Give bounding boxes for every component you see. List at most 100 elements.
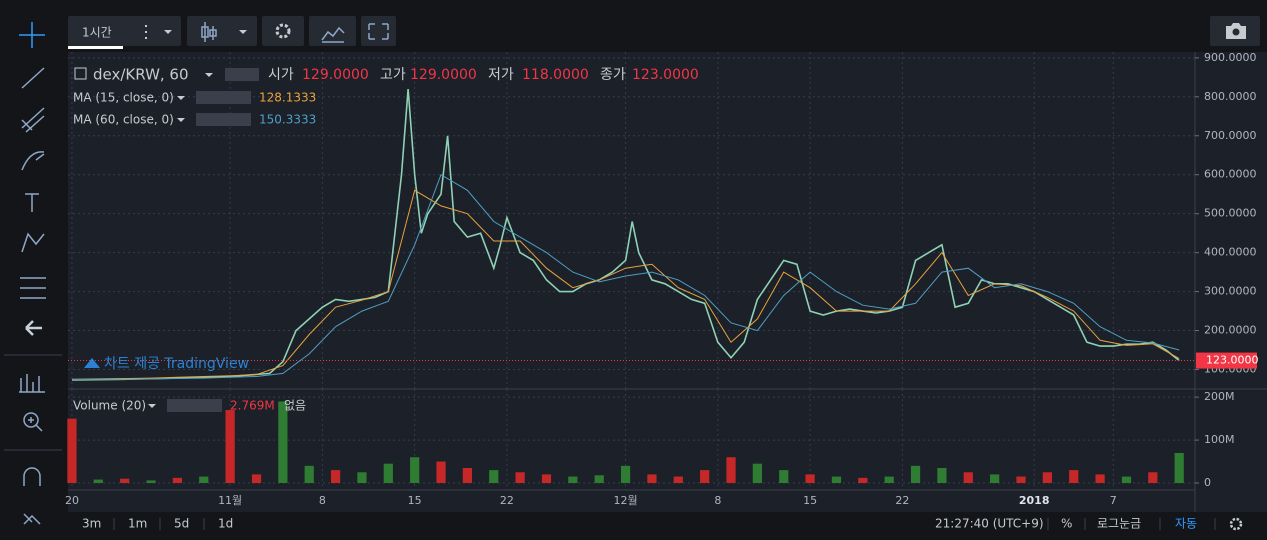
study-buttons[interactable] bbox=[196, 91, 251, 104]
volume-bar bbox=[858, 477, 868, 483]
range-button[interactable]: 1d bbox=[218, 517, 233, 531]
volume-tick-label: 0 bbox=[1204, 476, 1211, 489]
grid: 20 11월 8 15 22 12월 8 15 22 2018 7100.0000200.00003… bbox=[65, 51, 1257, 507]
back-tool[interactable] bbox=[25, 320, 42, 336]
close-value: 123.0000 bbox=[632, 67, 699, 83]
volume-bar bbox=[673, 476, 683, 483]
collapse-box[interactable] bbox=[74, 67, 87, 80]
volume-bar bbox=[937, 467, 947, 483]
prediction-tool[interactable] bbox=[20, 277, 46, 299]
x-tick-label: 8 bbox=[714, 494, 721, 507]
volume-bar bbox=[489, 470, 499, 483]
settings-button[interactable] bbox=[262, 16, 304, 46]
dropdown-arrow bbox=[205, 73, 213, 77]
zoom-tool[interactable] bbox=[23, 412, 43, 432]
volume-bar bbox=[304, 465, 314, 483]
x-tick-label: 22 bbox=[895, 494, 909, 507]
price-axis-pane bbox=[1195, 52, 1267, 512]
volume-bar bbox=[1016, 476, 1026, 483]
percent-button[interactable]: % bbox=[1061, 517, 1072, 531]
fullscreen-button[interactable] bbox=[361, 16, 396, 46]
x-tick-label: 20 bbox=[65, 494, 79, 507]
low-value: 118.0000 bbox=[522, 67, 589, 83]
volume-tick-label: 100M bbox=[1204, 433, 1235, 446]
line-tool[interactable] bbox=[21, 67, 45, 89]
volume-bar bbox=[990, 474, 1000, 483]
dropdown-arrow bbox=[148, 404, 156, 408]
volume-bar bbox=[67, 418, 77, 483]
open-label: 시가 bbox=[268, 67, 294, 83]
study-label: MA (15, close, 0) bbox=[73, 91, 174, 105]
volume-bar bbox=[831, 476, 842, 483]
dropdown-arrow bbox=[177, 118, 185, 122]
volume-bar bbox=[251, 474, 262, 483]
x-tick-label: 11월 bbox=[218, 494, 242, 507]
x-tick-label: 2018 bbox=[1019, 494, 1050, 507]
measure-tool[interactable] bbox=[19, 374, 45, 393]
crosshair-tool[interactable] bbox=[19, 22, 45, 48]
left-toolbar bbox=[4, 22, 62, 525]
volume-bar bbox=[752, 463, 762, 483]
volume-bar bbox=[779, 470, 789, 483]
y-tick-label: 200.0000 bbox=[1204, 324, 1257, 337]
range-button[interactable]: 3m bbox=[82, 517, 101, 531]
volume-bar bbox=[330, 470, 341, 483]
x-tick-label: 22 bbox=[500, 494, 514, 507]
dropdown-arrow bbox=[239, 30, 247, 34]
study-buttons[interactable] bbox=[196, 113, 251, 126]
close-label: 종가 bbox=[600, 67, 626, 83]
text-tool[interactable] bbox=[25, 193, 39, 212]
plot: 123.0000 bbox=[67, 88, 1259, 483]
indicator-icon bbox=[321, 26, 345, 43]
log-button[interactable]: 로그눈금 bbox=[1097, 517, 1141, 531]
volume-bar bbox=[541, 474, 552, 483]
interval-button[interactable] bbox=[68, 16, 181, 46]
ma-line bbox=[71, 173, 1180, 381]
volume-bar bbox=[278, 401, 288, 483]
study-value: 150.3333 bbox=[259, 113, 316, 127]
symbol-label: dex/KRW, 60 bbox=[93, 66, 189, 84]
top-toolbar: 1시간 bbox=[68, 16, 1260, 49]
volume-value: 2.769M bbox=[230, 399, 275, 413]
clock: 21:27:40 (UTC+9) bbox=[935, 517, 1044, 531]
volume-bar bbox=[1069, 470, 1079, 483]
more-tools[interactable] bbox=[23, 513, 41, 525]
x-tick-label: 15 bbox=[803, 494, 817, 507]
volume-bar bbox=[199, 476, 209, 483]
volume-bar bbox=[172, 477, 183, 483]
y-tick-label: 600.0000 bbox=[1204, 168, 1257, 181]
open-value: 129.0000 bbox=[302, 67, 369, 83]
y-tick-label: 700.0000 bbox=[1204, 129, 1257, 142]
brush-tool[interactable] bbox=[21, 151, 45, 171]
volume-bar bbox=[1042, 472, 1052, 483]
legend-buttons[interactable] bbox=[225, 68, 259, 81]
y-tick-label: 400.0000 bbox=[1204, 246, 1257, 259]
chart-type-button[interactable] bbox=[187, 16, 257, 46]
watermark: 차트 제공 TradingView bbox=[104, 356, 249, 372]
volume-buttons[interactable] bbox=[167, 399, 222, 412]
high-label: 고가 bbox=[380, 67, 406, 83]
study-value: 128.1333 bbox=[259, 91, 316, 105]
volume-bar bbox=[357, 472, 367, 483]
last-price-tag bbox=[1196, 352, 1257, 369]
indicators-button[interactable] bbox=[309, 16, 356, 46]
volume-extra: 없음 bbox=[284, 399, 306, 413]
gear-icon bbox=[275, 23, 291, 39]
range-button[interactable]: 1m bbox=[128, 517, 147, 531]
volume-bar bbox=[383, 463, 393, 483]
fib-tool[interactable] bbox=[21, 107, 45, 133]
fullscreen-icon bbox=[368, 23, 389, 40]
magnet-tool[interactable] bbox=[23, 467, 41, 486]
volume-bar bbox=[93, 479, 103, 483]
watermark-logo bbox=[84, 358, 100, 368]
interval-label: 1시간 bbox=[82, 26, 112, 40]
auto-button[interactable]: 자동 bbox=[1175, 517, 1197, 531]
range-button[interactable]: 5d bbox=[174, 517, 189, 531]
volume-bar bbox=[462, 467, 473, 483]
pattern-tool[interactable] bbox=[21, 232, 45, 253]
low-label: 저가 bbox=[488, 67, 514, 83]
x-tick-label: 12월 bbox=[614, 494, 638, 507]
settings-icon[interactable] bbox=[1229, 517, 1243, 531]
y-tick-label: 800.0000 bbox=[1204, 90, 1257, 103]
